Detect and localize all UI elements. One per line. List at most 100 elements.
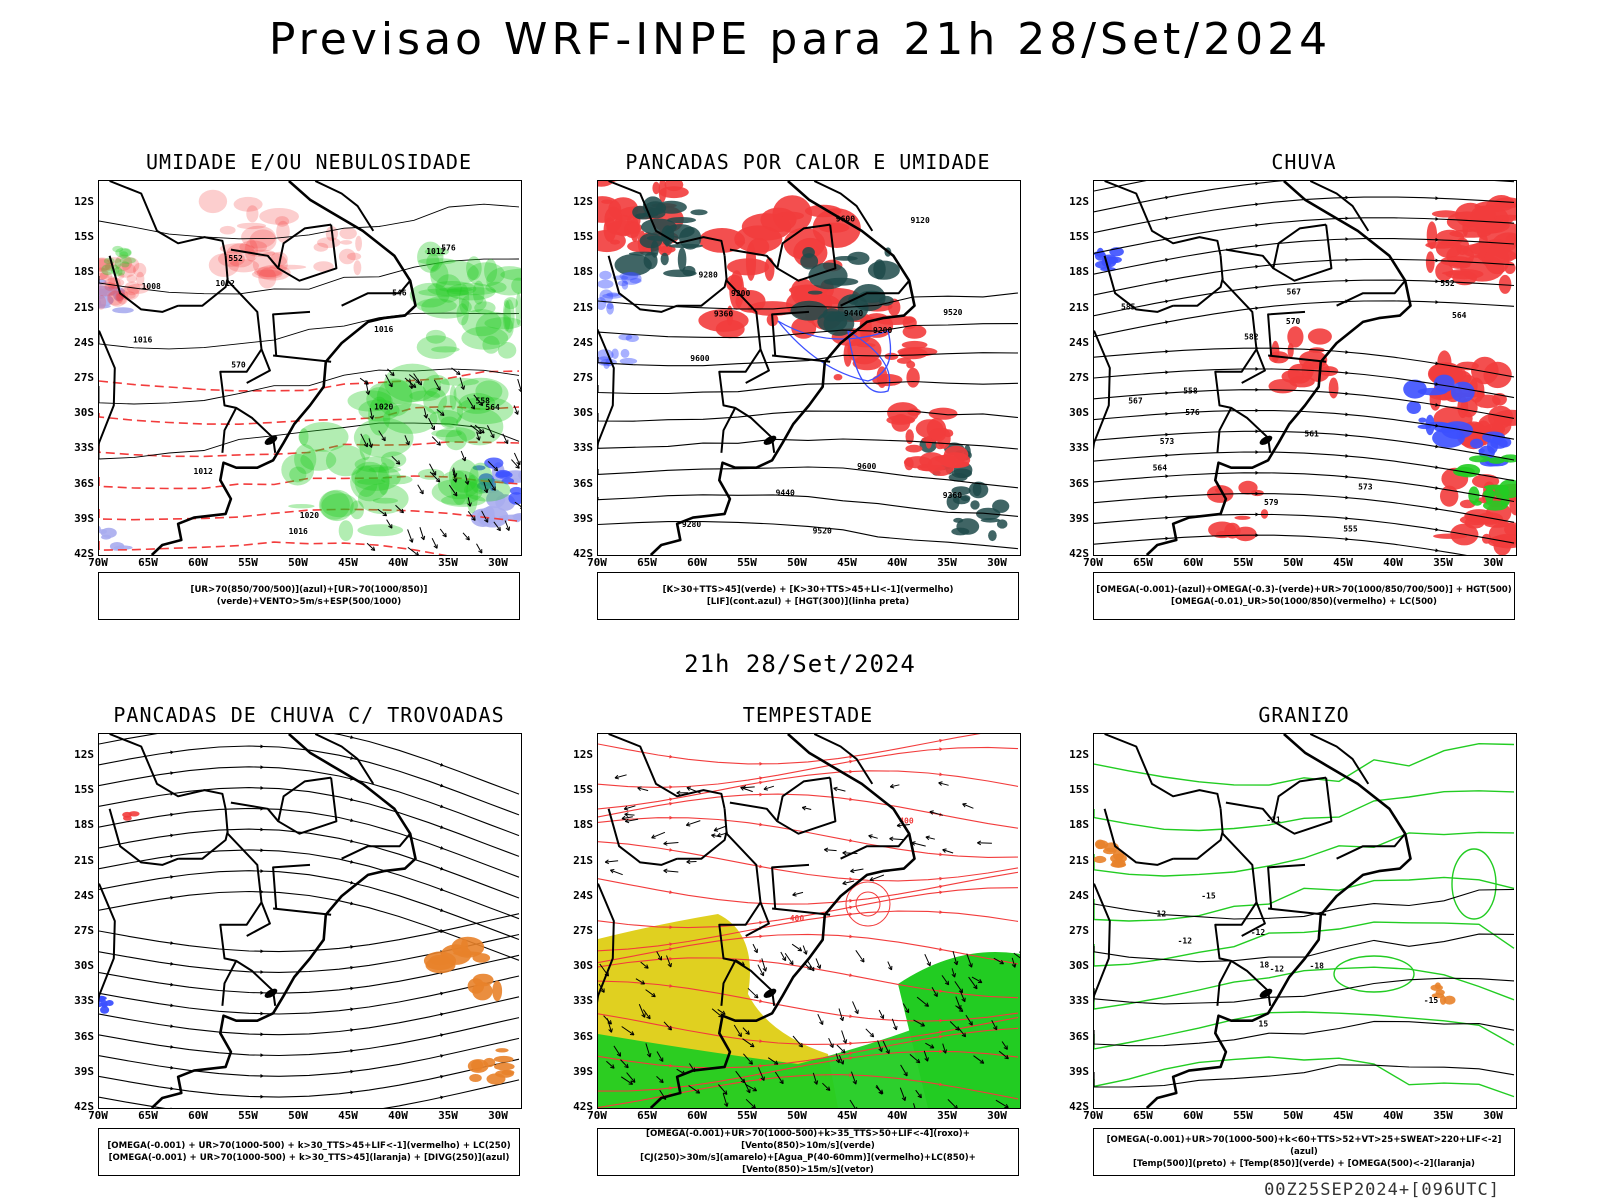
wind-vector [925,836,936,840]
wind-vector [971,976,983,984]
shaded-area [113,288,125,302]
state-border [1241,901,1266,937]
latitude-label: 24S [1069,888,1089,902]
wind-vector-head [953,960,959,966]
wind-vector-head [842,1039,848,1044]
wind-vector-head [467,502,472,507]
shaded-area [619,272,639,281]
wind-vector-head [370,546,376,551]
wind-vector-head [835,1058,841,1064]
wind-vector [931,986,938,997]
streamline [99,849,520,920]
shaded-area [1497,437,1512,448]
state-border [729,801,779,822]
shaded-area [611,348,619,360]
shaded-area [627,222,642,234]
flow-arrow [669,801,673,806]
wind-vector [909,1054,921,1064]
state-border [677,830,728,860]
wind-vector [757,964,765,977]
wind-vector [812,1072,818,1085]
wind-vector [993,957,1004,965]
state-border [272,907,332,916]
wind-vector-head [405,440,410,446]
longitude-label: 40W [1383,556,1403,569]
contour-line [1094,921,1515,967]
shaded-area [656,200,687,214]
state-border [219,255,277,453]
latitude-label: 15S [1069,230,1089,244]
flow-arrow [1345,237,1349,242]
contour-line [1094,1056,1515,1098]
contour-label: 570 [1286,317,1301,326]
wind-vector [925,1042,935,1049]
shaded-area [275,216,290,227]
streamline [598,1027,1019,1069]
shaded-area [472,280,485,305]
wind-vector-head [399,508,404,514]
shaded-area [610,239,620,245]
contour-line [598,466,1019,489]
shaded-area [1435,989,1445,996]
contour-line [1094,888,1515,920]
wind-vector [368,438,373,448]
shaded-area [313,261,334,272]
state-border [598,330,615,450]
shaded-area [1260,509,1269,519]
shaded-area [726,305,733,326]
state-border [272,310,311,356]
flow-arrow [1345,195,1349,200]
shaded-area [425,329,446,344]
wind-vector-head [961,997,966,1003]
flow-arrow [260,949,264,954]
shaded-area [115,262,136,278]
legend-chuva: [OMEGA(-0.001)-(azul)+OMEGA(-0.3)-(verde… [1093,572,1515,620]
latitude-label: 12S [74,195,94,208]
shaded-area [461,326,509,350]
wind-vector-head [382,511,388,517]
contour-line [99,475,520,490]
wind-vector [849,1099,856,1108]
wind-vector-head [417,381,423,386]
wind-vector [502,433,509,444]
shaded-area [497,342,517,359]
contour-line [99,370,520,392]
shaded-area [996,519,1008,529]
shaded-area [429,409,462,425]
contour-label: 1016 [133,336,152,345]
longitude-label: 30W [488,556,508,569]
streamline [1094,534,1468,555]
wind-vector [838,1008,844,1021]
streamline [1094,300,1515,337]
map-canvas: 1008 1012 1016 1020 1012 1016 1020 570 576 564558… [99,181,521,555]
longitude-label: 55W [737,1109,757,1122]
wind-vector-head [604,859,610,865]
wind-vector [637,787,649,792]
wind-vector [752,943,758,953]
shaded-area [1417,424,1432,430]
wind-vector-head [723,1102,729,1107]
state-border [1216,960,1233,1006]
wind-vector-head [388,382,393,388]
flow-arrow [170,875,174,879]
wind-vector-head [478,549,483,554]
flow-arrow [669,815,673,820]
wind-vector [899,1087,906,1101]
wind-vector [718,1084,728,1095]
wind-vector-head [999,960,1004,965]
wind-vector-head [478,401,484,407]
wind-vector [452,469,457,483]
streamline [1094,181,1515,213]
wind-vector [408,374,420,383]
state-border [1267,863,1306,909]
wind-vector [902,1003,910,1013]
state-border [1173,830,1224,860]
shaded-area [621,280,629,290]
latitude-label: 21S [1069,300,1089,314]
latitude-label: 33S [573,994,593,1008]
shaded-area [790,300,828,321]
flow-arrow [440,887,444,892]
wind-vector [606,1018,612,1033]
flow-arrow [1165,474,1169,479]
flow-arrow [939,1049,943,1054]
